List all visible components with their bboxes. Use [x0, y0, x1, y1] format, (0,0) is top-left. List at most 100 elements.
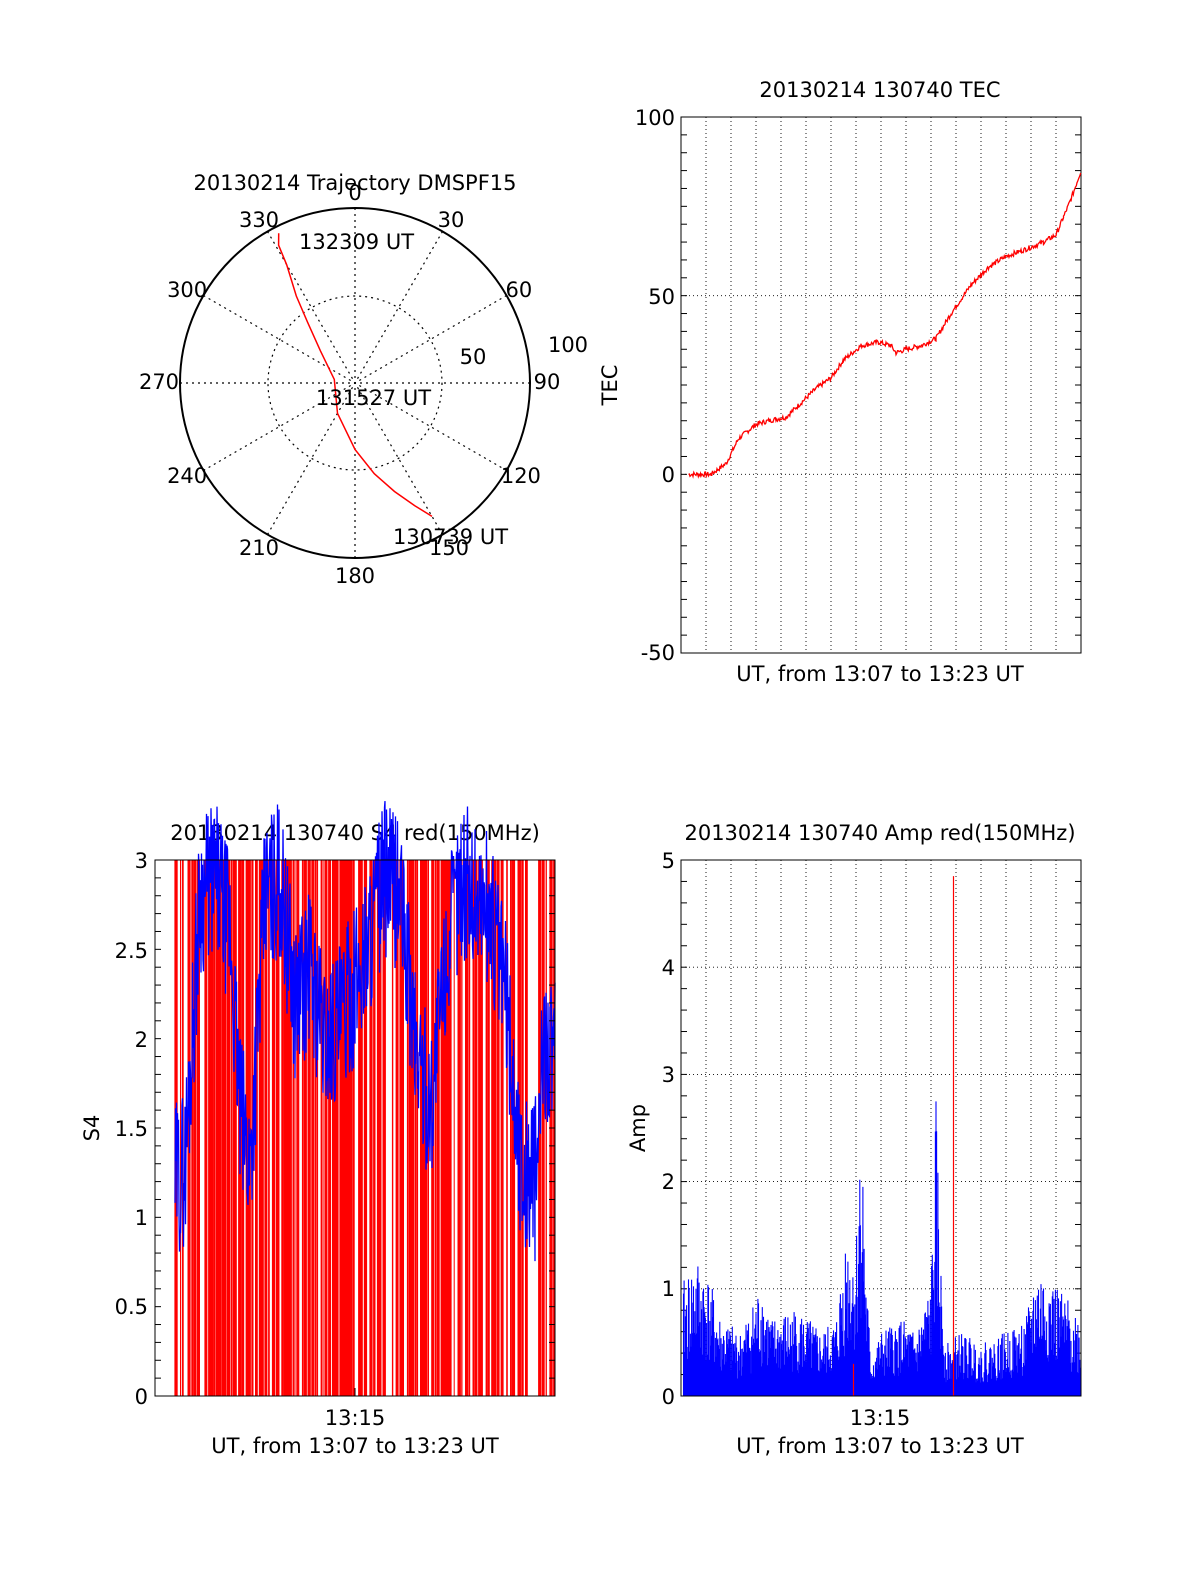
polar-title: 20130214 Trajectory DMSPF15 [193, 171, 516, 195]
amp-ytick-3: 3 [662, 1063, 675, 1087]
s4-red-bar [401, 860, 404, 1396]
s4-red-bar [510, 860, 512, 1396]
s4-red-bar [474, 860, 478, 1396]
polar-angle-label-60: 60 [506, 278, 533, 302]
s4-red-bar [352, 860, 355, 1396]
amp-ytick-0: 0 [662, 1385, 675, 1409]
s4-red-bar [208, 860, 211, 1396]
s4-red-bar [343, 860, 346, 1396]
s4-red-bar [373, 860, 376, 1396]
tec-ytick-0: 0 [662, 463, 675, 487]
s4-red-bar [335, 860, 339, 1396]
s4-red-bar [223, 860, 226, 1396]
s4-red-bar [365, 860, 367, 1396]
s4-chart: 20130214 130740 S4 red(150MHz) 3 2.5 2 1… [80, 801, 556, 1458]
s4-red-bar [495, 860, 497, 1396]
s4-xlabel: UT, from 13:07 to 13:23 UT [211, 1434, 499, 1458]
polar-angle-label-300: 300 [167, 278, 207, 302]
polar-angle-label-120: 120 [501, 464, 541, 488]
s4-red-bar [333, 860, 337, 1396]
polar-spokes [180, 208, 530, 558]
s4-ytick-2.5: 2.5 [115, 939, 148, 963]
s4-red-bar [487, 860, 490, 1396]
s4-red-bar [476, 860, 478, 1396]
amp-title: 20130214 130740 Amp red(150MHz) [684, 821, 1075, 845]
s4-red-bar [232, 860, 236, 1396]
s4-red-bar [230, 860, 233, 1396]
s4-red-bar [296, 860, 299, 1396]
s4-red-bar [322, 860, 324, 1396]
polar-angle-label-0: 0 [348, 181, 361, 205]
s4-red-bar [506, 860, 508, 1396]
tec-grid [681, 116, 1081, 654]
polar-annotation-end: 132309 UT [299, 230, 414, 254]
s4-red-bar [395, 860, 398, 1396]
polar-chart: 20130214 Trajectory DMSPF15 0 30 60 90 120 15… [139, 171, 588, 588]
amp-blue-series [682, 1101, 1081, 1396]
s4-red-bar [324, 860, 327, 1396]
s4-red-bar [384, 860, 386, 1396]
s4-red-bar [215, 860, 219, 1396]
s4-red-bar [350, 860, 353, 1396]
s4-red-bar [420, 860, 423, 1396]
s4-red-bar [480, 860, 483, 1396]
amp-plot-frame [680, 859, 1082, 1397]
s4-red-bar [363, 860, 368, 1396]
amp-ytick-5: 5 [662, 849, 675, 873]
s4-red-bar [191, 860, 193, 1396]
s4-title: 20130214 130740 S4 red(150MHz) [170, 821, 540, 845]
s4-red-bar [339, 860, 343, 1396]
tec-ytick-50: 50 [648, 285, 675, 309]
s4-red-bar [496, 860, 500, 1396]
s4-red-bar [294, 860, 296, 1396]
s4-red-bar [493, 860, 496, 1396]
s4-red-bar [275, 860, 278, 1396]
s4-red-bar [397, 860, 399, 1396]
s4-red-bar [485, 860, 488, 1396]
s4-red-bar [345, 860, 349, 1396]
s4-red-bar [459, 860, 461, 1396]
s4-red-bar [228, 860, 231, 1396]
s4-red-bar [264, 860, 268, 1396]
tec-ytick-100: 100 [635, 106, 675, 130]
amp-xlabel: UT, from 13:07 to 13:23 UT [736, 1434, 1024, 1458]
s4-red-bar [328, 860, 330, 1396]
s4-red-bar [436, 860, 440, 1396]
s4-red-bar [225, 860, 227, 1396]
s4-red-bar [416, 860, 419, 1396]
s4-red-bar [198, 860, 200, 1396]
s4-red-bar [369, 860, 373, 1396]
polar-angle-label-240: 240 [167, 464, 207, 488]
s4-red-bar [268, 860, 270, 1396]
s4-red-bar [277, 860, 280, 1396]
s4-red-bar [331, 860, 335, 1396]
s4-red-bar [219, 860, 222, 1396]
s4-red-bar [303, 860, 307, 1396]
amp-xtick-1315: 13:15 [850, 1406, 911, 1430]
s4-red-bar [221, 860, 225, 1396]
s4-ytick-1.5: 1.5 [115, 1117, 148, 1141]
s4-red-bar [288, 860, 292, 1396]
s4-red-bar [371, 860, 373, 1396]
s4-red-bar [442, 860, 445, 1396]
s4-red-bar [301, 860, 304, 1396]
tec-xlabel: UT, from 13:07 to 13:23 UT [736, 662, 1024, 686]
s4-red-bar [348, 860, 353, 1396]
s4-red-bar [511, 860, 516, 1396]
s4-red-bar [305, 860, 307, 1396]
s4-red-bar [465, 860, 469, 1396]
tec-series-line [688, 172, 1082, 479]
s4-red-bar [271, 860, 275, 1396]
s4-red-bar [358, 860, 361, 1396]
s4-ytick-2: 2 [135, 1028, 148, 1052]
s4-red-bar [309, 860, 311, 1396]
polar-spoke-150 [266, 231, 444, 535]
polar-angle-label-270: 270 [139, 370, 179, 394]
s4-red-bar [446, 860, 449, 1396]
s4-red-bar [399, 860, 402, 1396]
polar-angle-label-90: 90 [534, 370, 561, 394]
s4-red-bar [292, 860, 295, 1396]
s4-red-bar [468, 860, 471, 1396]
s4-red-bar [360, 860, 363, 1396]
